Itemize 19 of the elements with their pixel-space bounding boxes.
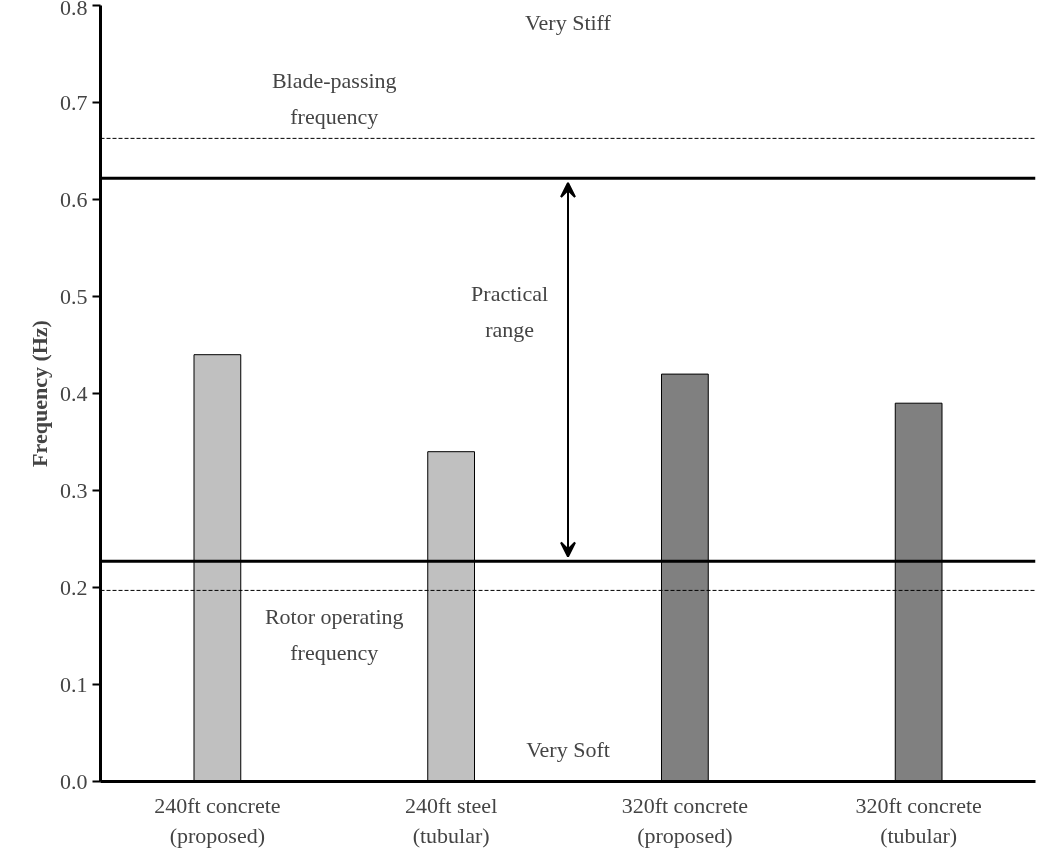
y-tick-label: 0.8	[60, 0, 88, 20]
y-tick-label: 0.5	[60, 283, 88, 309]
annotation: Very Soft	[526, 737, 610, 763]
ref-line-label: Blade-passing frequency	[271, 67, 397, 129]
y-tick-label: 0.2	[60, 574, 88, 600]
x-tick-label: 320ft concrete (proposed)	[621, 792, 749, 848]
y-tick-label: 0.4	[60, 380, 88, 406]
y-tick-label: 0.3	[60, 477, 88, 503]
x-tick-label: 240ft concrete (proposed)	[154, 792, 281, 848]
annotation: Practical range	[471, 281, 549, 343]
y-axis-title: Frequency (Hz)	[27, 320, 52, 467]
annotation: Very Stiff	[525, 9, 612, 35]
y-tick-label: 0.6	[60, 186, 88, 212]
y-tick-label: 0.7	[60, 89, 88, 115]
ref-line-label: Rotor operating frequency	[264, 604, 404, 666]
x-tick-label: 240ft steel (tubular)	[405, 792, 498, 848]
x-tick-label: 320ft concrete (tubular)	[855, 792, 982, 848]
y-tick-label: 0.1	[60, 671, 88, 697]
y-tick-label: 0.0	[60, 768, 88, 794]
